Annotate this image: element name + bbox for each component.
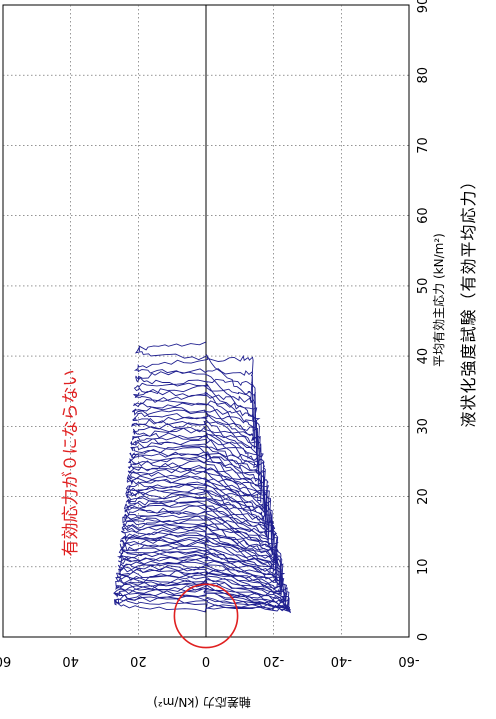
loop-curves	[112, 341, 291, 614]
x-tick-label: 50	[416, 278, 431, 295]
chart-caption: 液状化強度試験（有効平均応力）	[459, 172, 478, 427]
x-tick-label: 30	[416, 418, 431, 435]
tick-labels: 0 10 20 30 40 50 60 70 80 90 60 40 20 0 -20 -40 -60	[0, 0, 431, 668]
annotation-text: 有効応力が０にならない	[61, 370, 81, 557]
y-tick-label: -20	[263, 653, 284, 668]
x-tick-label: 60	[416, 207, 431, 224]
x-tick-label: 80	[416, 67, 431, 84]
y-tick-label: -40	[331, 653, 352, 668]
y-tick-label: 40	[62, 653, 79, 668]
x-axis-label: 平均有効主応力 (kN/m²)	[431, 233, 446, 367]
y-tick-label: -60	[398, 653, 419, 668]
y-axis-label: 軸差応力 (kN/m²)	[153, 695, 251, 709]
x-tick-label: 90	[416, 0, 431, 13]
x-tick-label: 70	[416, 137, 431, 154]
annotation-circle	[173, 583, 239, 649]
y-tick-label: 60	[0, 653, 11, 668]
x-tick-label: 10	[416, 559, 431, 576]
x-tick-label: 0	[416, 633, 431, 641]
stress-path-series	[112, 341, 291, 614]
y-tick-label: 20	[130, 653, 147, 668]
x-tick-label: 40	[416, 348, 431, 365]
y-tick-label: 0	[202, 653, 210, 668]
x-tick-label: 20	[416, 488, 431, 505]
